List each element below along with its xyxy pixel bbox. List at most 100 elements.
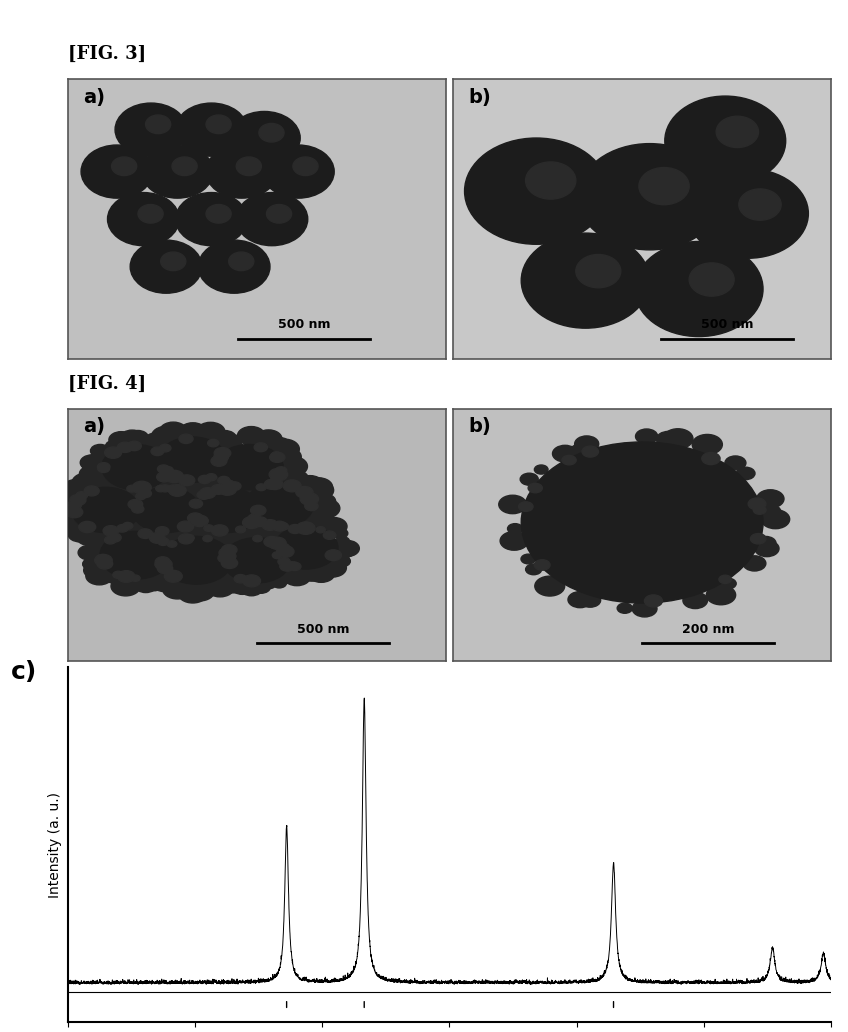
- Circle shape: [121, 518, 145, 535]
- Circle shape: [227, 528, 254, 547]
- Circle shape: [155, 568, 180, 583]
- Text: c): c): [11, 660, 36, 684]
- Circle shape: [304, 481, 333, 499]
- Circle shape: [159, 437, 226, 482]
- Circle shape: [280, 568, 303, 583]
- Circle shape: [135, 475, 163, 493]
- Circle shape: [98, 462, 110, 471]
- Circle shape: [308, 505, 332, 520]
- Circle shape: [137, 438, 152, 447]
- Circle shape: [255, 515, 281, 531]
- Circle shape: [112, 526, 139, 545]
- Circle shape: [160, 432, 175, 443]
- Circle shape: [85, 531, 108, 547]
- Circle shape: [113, 480, 131, 492]
- Circle shape: [260, 546, 277, 558]
- Circle shape: [175, 498, 192, 511]
- Circle shape: [203, 536, 212, 542]
- Circle shape: [183, 528, 199, 539]
- Circle shape: [162, 470, 173, 477]
- Circle shape: [756, 537, 776, 550]
- Circle shape: [112, 485, 141, 505]
- Circle shape: [170, 501, 194, 516]
- Text: a): a): [83, 88, 105, 106]
- Circle shape: [159, 445, 171, 452]
- Circle shape: [133, 485, 145, 492]
- Circle shape: [172, 518, 202, 538]
- Circle shape: [79, 521, 96, 533]
- Circle shape: [266, 484, 281, 493]
- Circle shape: [76, 527, 104, 546]
- Circle shape: [688, 169, 808, 258]
- Circle shape: [176, 103, 248, 156]
- Circle shape: [198, 583, 213, 593]
- Circle shape: [336, 537, 349, 546]
- Circle shape: [137, 497, 156, 510]
- Circle shape: [84, 561, 109, 579]
- Circle shape: [260, 472, 280, 484]
- Circle shape: [520, 474, 538, 485]
- Circle shape: [261, 481, 290, 499]
- Circle shape: [224, 434, 242, 447]
- Circle shape: [254, 517, 269, 526]
- Circle shape: [754, 504, 764, 511]
- Circle shape: [209, 557, 226, 570]
- Circle shape: [234, 519, 261, 538]
- Circle shape: [202, 541, 232, 560]
- Circle shape: [190, 516, 201, 523]
- Circle shape: [135, 578, 157, 592]
- Circle shape: [98, 464, 109, 473]
- Circle shape: [281, 464, 302, 479]
- Circle shape: [87, 453, 107, 466]
- Circle shape: [528, 483, 543, 492]
- Circle shape: [178, 583, 208, 603]
- Circle shape: [290, 552, 316, 570]
- Circle shape: [208, 476, 230, 490]
- Circle shape: [109, 431, 133, 448]
- Circle shape: [665, 96, 786, 186]
- Circle shape: [132, 487, 200, 533]
- Circle shape: [226, 508, 250, 524]
- Circle shape: [207, 529, 236, 549]
- Circle shape: [152, 426, 181, 446]
- Circle shape: [138, 204, 163, 223]
- Circle shape: [500, 531, 528, 550]
- Circle shape: [268, 513, 296, 531]
- Circle shape: [81, 146, 153, 198]
- Circle shape: [206, 204, 232, 223]
- Circle shape: [328, 526, 343, 536]
- Circle shape: [104, 523, 126, 537]
- Circle shape: [312, 493, 336, 510]
- Circle shape: [242, 524, 265, 540]
- Circle shape: [206, 146, 277, 198]
- Circle shape: [163, 579, 192, 599]
- Circle shape: [644, 594, 662, 607]
- Circle shape: [100, 531, 172, 579]
- Circle shape: [83, 462, 101, 475]
- Circle shape: [562, 455, 576, 464]
- Circle shape: [259, 502, 276, 514]
- Circle shape: [214, 430, 237, 446]
- Circle shape: [70, 494, 86, 506]
- Circle shape: [269, 469, 287, 481]
- Circle shape: [256, 484, 266, 490]
- Circle shape: [106, 441, 121, 451]
- Circle shape: [98, 559, 109, 567]
- Circle shape: [196, 475, 223, 493]
- Circle shape: [199, 478, 217, 489]
- Circle shape: [117, 442, 133, 452]
- Circle shape: [197, 529, 216, 543]
- Circle shape: [193, 479, 218, 494]
- Circle shape: [534, 465, 548, 474]
- Circle shape: [138, 453, 164, 470]
- Circle shape: [160, 252, 186, 270]
- Circle shape: [535, 576, 565, 596]
- Circle shape: [279, 572, 296, 583]
- Circle shape: [165, 450, 187, 464]
- Circle shape: [132, 481, 151, 494]
- Circle shape: [109, 516, 139, 537]
- Circle shape: [219, 469, 237, 482]
- Circle shape: [145, 432, 175, 452]
- Circle shape: [211, 456, 226, 466]
- Circle shape: [165, 449, 189, 465]
